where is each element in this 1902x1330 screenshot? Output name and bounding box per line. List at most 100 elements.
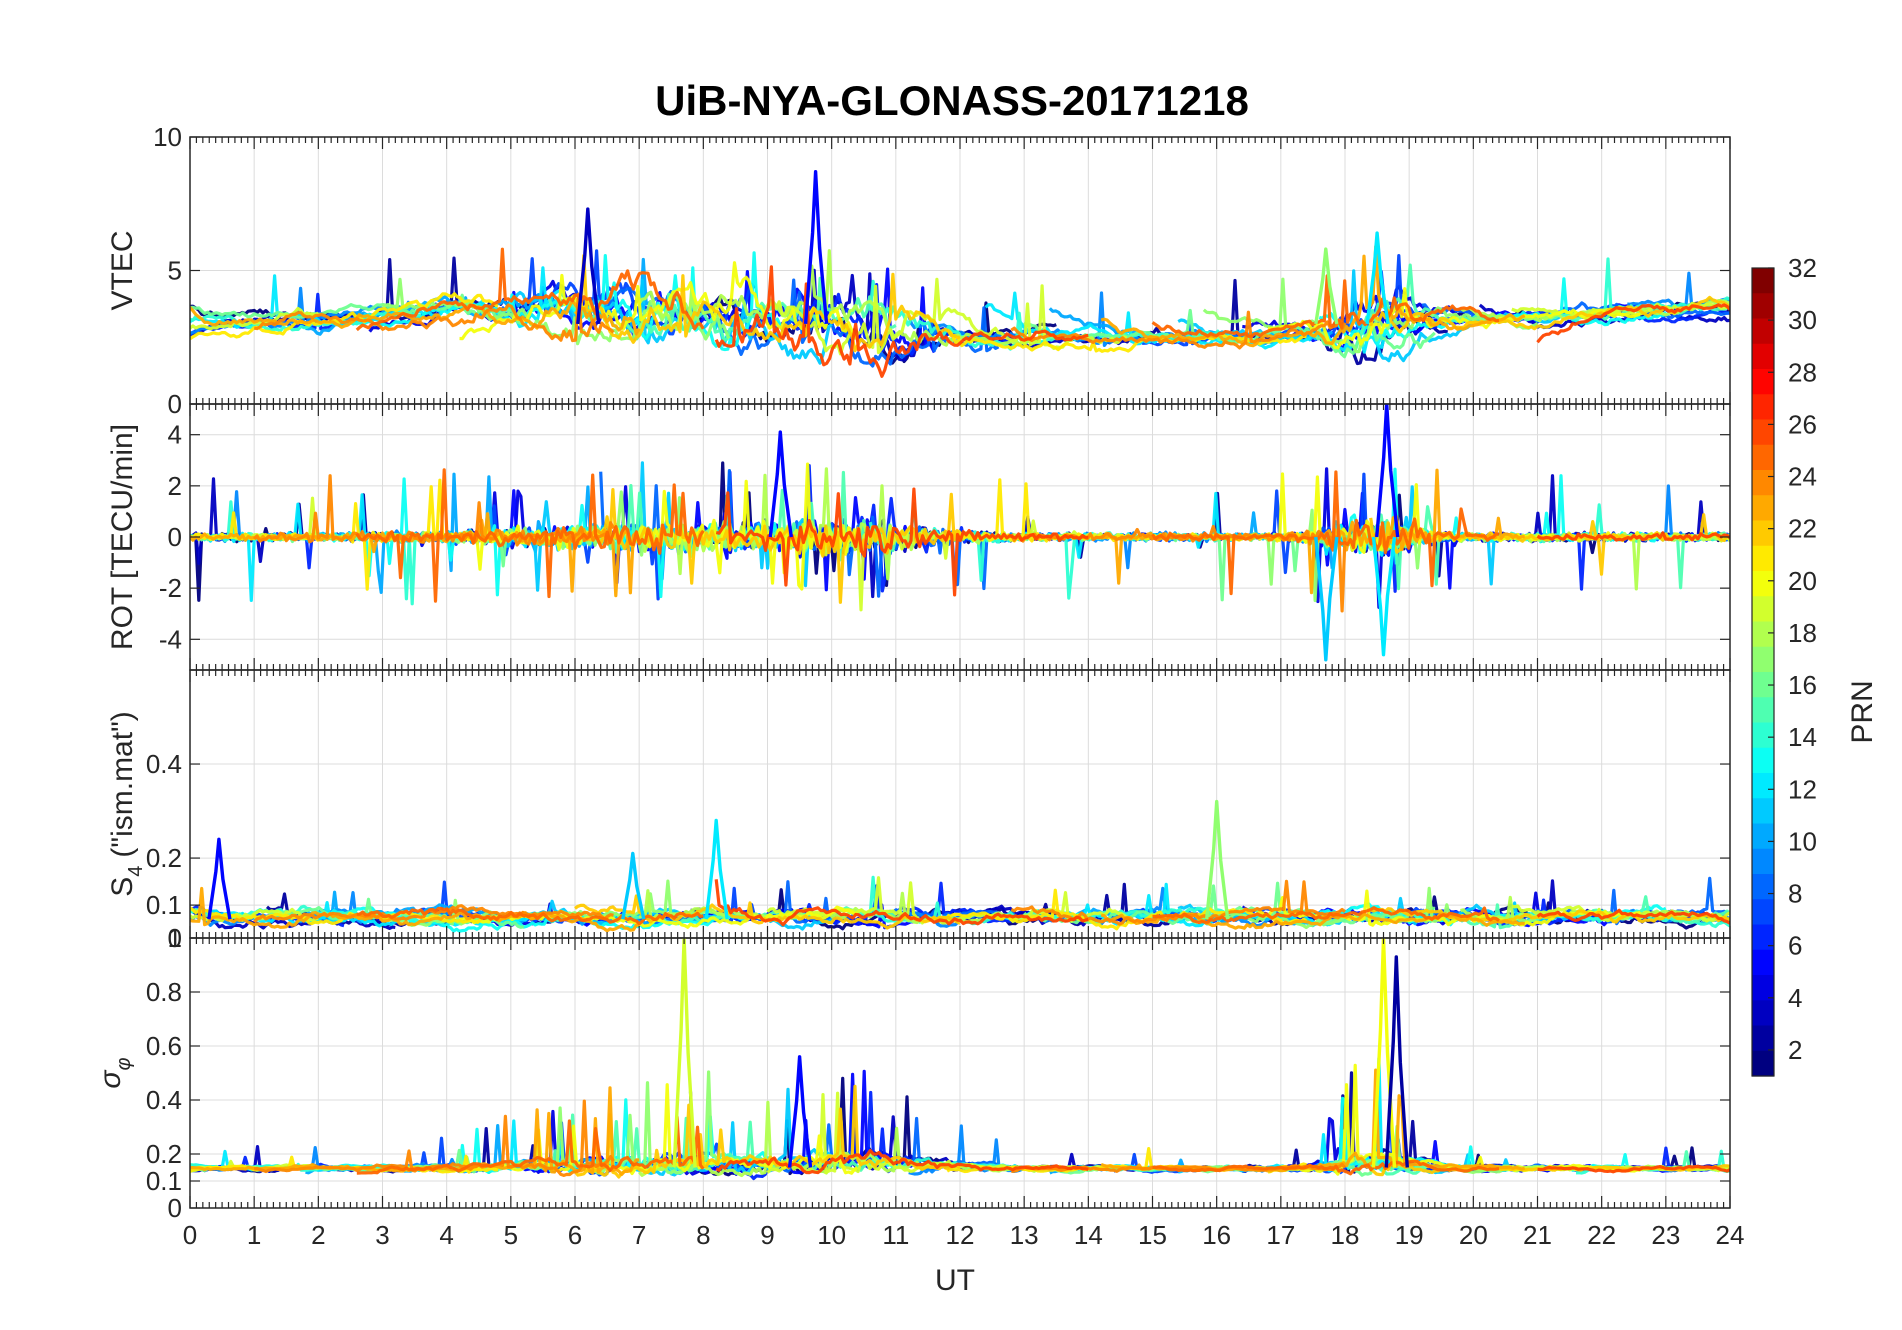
series-prn-25 (356, 906, 704, 926)
y-tick-label: 0.2 (146, 1139, 182, 1169)
y-tick-label: 1 (168, 923, 182, 953)
series-group (190, 875, 1730, 933)
y-axis-label-main: σ (94, 1069, 127, 1089)
series-prn-26 (1536, 531, 1730, 542)
series-prn-16 (190, 293, 525, 325)
y-tick-label: 0 (168, 389, 182, 419)
colorbar-tick-label: 24 (1788, 462, 1817, 492)
y-tick-label: -2 (159, 573, 182, 603)
colorbar-tick-label: 20 (1788, 566, 1817, 596)
colorbar-cell (1752, 318, 1774, 345)
series-prn-7 (420, 504, 757, 601)
x-tick-label: 12 (946, 1220, 975, 1250)
series-prn-13 (330, 251, 782, 352)
series-prn-25 (1152, 906, 1500, 925)
colorbar-cell (1752, 495, 1774, 522)
x-ticks: -4 -2 0 2 4 (159, 404, 1731, 670)
peak-prn-11 (621, 851, 646, 920)
colorbar-cell (1752, 899, 1774, 926)
colorbar-tick-label: 2 (1788, 1035, 1802, 1065)
colorbar-cell (1752, 369, 1774, 395)
y-tick-label-overlap: 0 (168, 923, 182, 953)
y-tick-label: 0.8 (146, 977, 182, 1007)
colorbar-tick-label: 18 (1788, 618, 1817, 648)
peak-prn-17 (1314, 247, 1339, 325)
colorbar-cell (1752, 545, 1774, 572)
colorbar-cell (1752, 419, 1774, 446)
peak-prn-5 (207, 837, 232, 920)
series-prn-22 (573, 254, 961, 353)
peak-prn-12 (1371, 536, 1397, 657)
series-prn-25 (355, 468, 705, 603)
colorbar-cell (1752, 773, 1774, 799)
series-prn-24 (1010, 310, 1347, 350)
y-tick-label: 10 (153, 122, 182, 152)
peak-prn-19 (672, 938, 697, 1168)
colorbar-tick-label: 30 (1788, 305, 1817, 335)
series-prn-24 (253, 1099, 615, 1177)
colorbar-cell (1752, 798, 1774, 825)
panel-3: 0.1 0.2 0.4 0 S4 ("ism.mat") (106, 669, 1731, 953)
grid (189, 670, 1731, 938)
colorbar-cell (1752, 949, 1774, 976)
chart-title: UiB-NYA-GLONASS-20171218 (655, 77, 1249, 124)
colorbar-cell (1752, 596, 1774, 623)
x-tick-label: 4 (439, 1220, 453, 1250)
colorbar-tick-label: 28 (1788, 357, 1817, 387)
colorbar-tick-label: 16 (1788, 670, 1817, 700)
y-axis-label-sub: 4 (125, 866, 147, 877)
colorbar-cell (1752, 672, 1774, 698)
y-tick-label: 0.1 (146, 1166, 182, 1196)
panel-1: 0 5 10 VTEC (106, 122, 1731, 419)
y-tick-label: 4 (168, 420, 182, 450)
x-tick-label: 17 (1266, 1220, 1295, 1250)
colorbar-tick-label: 10 (1788, 826, 1817, 856)
x-tick-label: 9 (760, 1220, 774, 1250)
x-tick-label: 15 (1138, 1220, 1167, 1250)
y-axis-label: σφ (94, 1057, 135, 1088)
colorbar-cell (1752, 1050, 1774, 1077)
x-tick-label: 2 (311, 1220, 325, 1250)
colorbar-cell (1752, 646, 1774, 673)
series-prn-25 (1151, 470, 1500, 596)
x-tick-label: 18 (1331, 1220, 1360, 1250)
series-prn-26 (714, 265, 1089, 378)
colorbar-cell (1752, 697, 1774, 724)
series-group (190, 245, 1730, 378)
peak-prn-5 (803, 170, 829, 325)
x-ticks: 0 5 10 (153, 122, 1731, 419)
peaks (207, 799, 1230, 920)
colorbar-label: PRN (1846, 680, 1879, 743)
series-prn-26 (1537, 1164, 1730, 1174)
colorbar-cell (1752, 823, 1774, 850)
y-tick-label: 0.4 (146, 749, 182, 779)
series-prn-26 (715, 1148, 1089, 1175)
colorbar-cell (1752, 571, 1774, 597)
series-prn-25 (1152, 1159, 1500, 1176)
series-prn-26 (715, 487, 1089, 597)
y-tick-label: 0 (168, 522, 182, 552)
y-axis-label-sub: φ (113, 1057, 135, 1070)
x-tick-label: 1 (247, 1220, 261, 1250)
y-axis-label-main: S (106, 877, 139, 897)
colorbar-cell (1752, 848, 1774, 875)
peak-prn-5 (787, 1055, 813, 1168)
colorbar-cell (1752, 444, 1774, 471)
grid (189, 136, 1731, 405)
colorbar-tick-label: 4 (1788, 983, 1802, 1013)
colorbar-cell (1752, 1000, 1774, 1027)
x-tick-label: 16 (1202, 1220, 1231, 1250)
x-tick-label: 8 (696, 1220, 710, 1250)
y-tick-label: 2 (168, 471, 182, 501)
peak-prn-17 (1205, 799, 1230, 920)
series-prn-26 (1536, 908, 1730, 925)
peak-prn-5 (1375, 404, 1400, 538)
x-tick-label: 14 (1074, 1220, 1103, 1250)
series-group (190, 461, 1730, 613)
colorbar-tick-label: 12 (1788, 774, 1817, 804)
peaks (768, 404, 1400, 662)
y-tick-label: -4 (159, 624, 182, 654)
